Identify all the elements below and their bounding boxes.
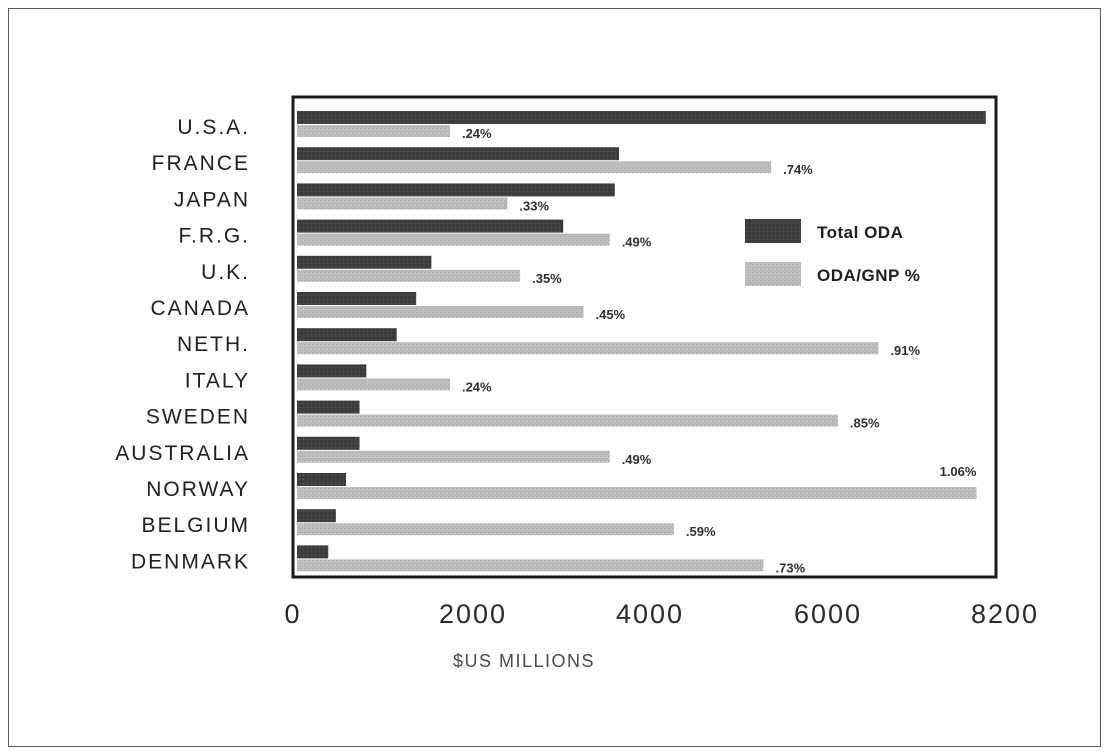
x-tick-labels: 0 2000 4000 6000 8200: [284, 599, 1039, 629]
category-labels: U.S.A. FRANCE JAPAN F.R.G. U.K. CANADA NETH. IT…: [115, 116, 250, 573]
bar-total-oda-belgium: [297, 509, 336, 522]
pct-label-france: .74%: [783, 162, 813, 177]
pct-label-italy: .24%: [462, 379, 492, 394]
category-label-italy: ITALY: [185, 369, 250, 392]
pct-label-norway: 1.06%: [940, 464, 977, 479]
bar-total-oda-france: [297, 147, 619, 160]
pct-label-canada: .45%: [595, 307, 625, 322]
category-label-japan: JAPAN: [174, 188, 250, 211]
bar-oda-gnp-italy: [297, 378, 450, 390]
x-tick-0: 0: [284, 599, 301, 629]
legend-swatch-oda-gnp: [745, 262, 801, 286]
legend-swatch-total-oda: [745, 219, 801, 243]
bar-oda-gnp-sweden: [297, 415, 838, 427]
x-tick-8200: 8200: [971, 599, 1039, 629]
category-label-france: FRANCE: [152, 152, 250, 175]
pct-label-f-r-g: .49%: [622, 235, 652, 250]
bar-oda-gnp-japan: [297, 197, 507, 209]
category-label-u-s-a: U.S.A.: [177, 116, 250, 139]
bar-oda-gnp-norway: [297, 487, 976, 499]
bar-total-oda-denmark: [297, 545, 328, 558]
legend-label-oda-gnp: ODA/GNP %: [817, 266, 920, 285]
bar-oda-gnp-france: [297, 161, 771, 173]
bar-total-oda-norway: [297, 473, 346, 486]
bar-total-oda-f-r-g: [297, 220, 563, 233]
bar-total-oda-u-k: [297, 256, 431, 269]
pct-label-sweden: .85%: [850, 416, 880, 431]
bar-oda-gnp-australia: [297, 451, 610, 463]
category-label-u-k: U.K.: [201, 261, 250, 284]
bar-oda-gnp-neth: [297, 342, 878, 354]
bar-oda-gnp-denmark: [297, 559, 764, 571]
bar-total-oda-japan: [297, 183, 615, 196]
category-label-norway: NORWAY: [146, 478, 250, 501]
pct-label-belgium: .59%: [686, 524, 716, 539]
pct-label-australia: .49%: [622, 452, 652, 467]
x-axis-title: $US MILLIONS: [453, 651, 595, 671]
category-label-f-r-g: F.R.G.: [178, 225, 250, 248]
bar-total-oda-sweden: [297, 401, 360, 414]
bar-oda-gnp-u-k: [297, 270, 520, 282]
bars-group: [297, 111, 986, 571]
pct-label-u-k: .35%: [532, 271, 562, 286]
x-tick-6000: 6000: [794, 599, 862, 629]
bar-oda-gnp-u-s-a: [297, 125, 450, 137]
legend-label-total-oda: Total ODA: [817, 223, 903, 242]
bar-oda-gnp-f-r-g: [297, 234, 610, 246]
x-tick-2000: 2000: [439, 599, 507, 629]
category-label-belgium: BELGIUM: [141, 514, 250, 537]
bar-total-oda-australia: [297, 437, 360, 450]
x-tick-4000: 4000: [616, 599, 684, 629]
pct-label-u-s-a: .24%: [462, 126, 492, 141]
pct-label-neth: .91%: [890, 343, 920, 358]
category-label-neth: NETH.: [177, 333, 250, 356]
bar-oda-gnp-belgium: [297, 523, 674, 535]
bar-total-oda-neth: [297, 328, 397, 341]
category-label-sweden: SWEDEN: [146, 406, 250, 429]
legend: Total ODA ODA/GNP %: [745, 219, 920, 286]
pct-label-japan: .33%: [519, 198, 549, 213]
bar-total-oda-u-s-a: [297, 111, 986, 124]
bar-total-oda-canada: [297, 292, 416, 305]
bar-oda-gnp-canada: [297, 306, 583, 318]
bar-total-oda-italy: [297, 364, 366, 377]
category-label-canada: CANADA: [150, 297, 250, 320]
pct-label-denmark: .73%: [776, 560, 806, 575]
category-label-australia: AUSTRALIA: [115, 442, 250, 465]
category-label-denmark: DENMARK: [131, 550, 250, 573]
